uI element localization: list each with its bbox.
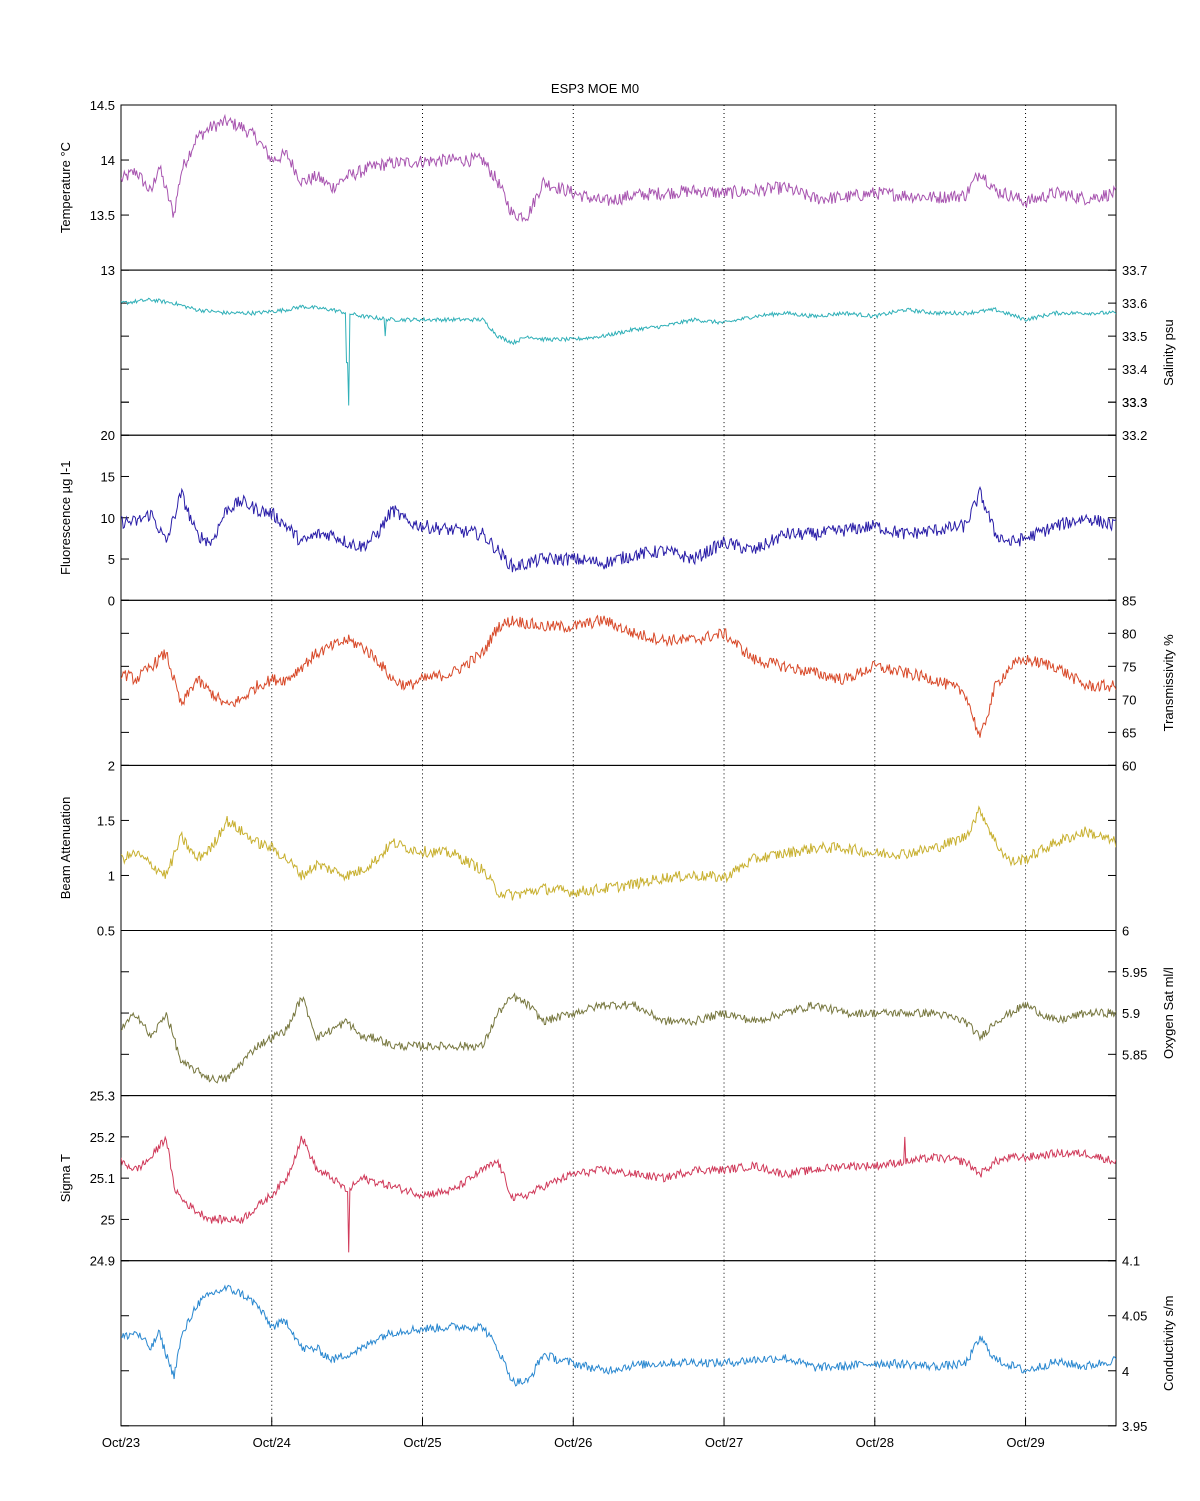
y-tick-label: 5 [108,552,115,567]
y-tick-label: 33.2 [1122,428,1147,443]
x-tick-label: Oct/24 [253,1435,291,1450]
series-line-salinity [121,297,1116,406]
y-tick-label: 0.5 [97,924,115,939]
y-axis-label: Salinity psu [1161,319,1176,385]
y-tick-label: 4.05 [1122,1309,1147,1324]
y-tick-label: 1 [108,868,115,883]
x-tick-label: Oct/25 [403,1435,441,1450]
y-tick-label: 10 [101,511,115,526]
y-tick-label: 33.4 [1122,362,1147,377]
y-tick-label: 33.3 [1122,395,1147,410]
y-tick-label: 25 [101,1212,115,1227]
y-tick-label: 24.9 [90,1254,115,1269]
panel-transmissivity: 60 65 70 75 80 85 Transmissivity % [120,593,1176,773]
series-line-transmissivity [121,614,1116,738]
panel-frame [120,434,1117,601]
y-axis-label: Sigma T [58,1154,73,1202]
panel-frame [120,930,1117,1097]
y-tick-label: 33.6 [1122,296,1147,311]
x-tick-label: Oct/23 [102,1435,140,1450]
series-line-fluorescence [121,486,1116,573]
panel-fluorescence: 0 5 10 15 20 Fluorescence µg l-1 [58,428,1117,608]
series-line-sigma_t [121,1135,1116,1253]
y-tick-label: 70 [1122,692,1136,707]
y-tick-label: 33.7 [1122,263,1147,278]
y-tick-label: 20 [101,428,115,443]
y-tick-label: 1.5 [97,813,115,828]
panel-beam_attenuation: 0.5 1 1.5 2 Beam Attenuation [58,758,1117,939]
series-line-temperature [121,113,1116,223]
x-axis: Oct/23 Oct/24 Oct/25 Oct/26 Oct/27 Oct/28 Oct/… [102,1417,1045,1450]
series-line-beam_attenuation [121,805,1116,901]
y-tick-label: 80 [1122,626,1136,641]
y-tick-label: 14 [101,153,115,168]
x-tick-label: Oct/26 [554,1435,592,1450]
series-line-conductivity [121,1284,1116,1387]
y-tick-label: 60 [1122,758,1136,773]
y-tick-label: 3.95 [1122,1419,1147,1434]
y-tick-label: 25.3 [90,1089,115,1104]
y-tick-label: 14.5 [90,98,115,113]
y-axis-label: Temperature °C [58,142,73,233]
y-tick-label: 5.9 [1122,1006,1140,1021]
y-axis-label: Fluorescence µg l-1 [58,461,73,575]
y-tick-label: 65 [1122,725,1136,740]
series-line-oxygen_sat [121,992,1116,1084]
y-tick-label: 15 [101,469,115,484]
y-tick-label: 4 [1122,1364,1129,1379]
y-tick-label: 0 [108,593,115,608]
panel-temperature: 13 13.5 14 14.5 Temperature °C [58,98,1117,278]
y-tick-label: 25.2 [90,1130,115,1145]
y-axis-label: Oxygen Sat ml/l [1161,967,1176,1059]
panel-frame [120,1260,1117,1427]
y-tick-label: 75 [1122,659,1136,674]
panel-conductivity: 3.95 4 4.05 4.1 Conductivity s/m [120,1254,1176,1434]
y-tick-label: 33.3 [1122,395,1147,410]
panel-frame [120,104,1117,271]
y-tick-label: 13 [101,263,115,278]
x-tick-label: Oct/27 [705,1435,743,1450]
y-axis-label: Conductivity s/m [1161,1296,1176,1391]
panel-oxygen_sat: 5.85 5.9 5.95 6 Oxygen Sat ml/l [120,924,1176,1097]
y-tick-label: 33.5 [1122,329,1147,344]
panel-frame [120,269,1117,436]
y-tick-label: 5.95 [1122,965,1147,980]
y-axis-label: Transmissivity % [1161,634,1176,731]
x-tick-label: Oct/28 [856,1435,894,1450]
y-tick-label: 25.1 [90,1171,115,1186]
y-tick-label: 6 [1122,924,1129,939]
chart-title: ESP3 MOE M0 [551,81,639,96]
y-tick-label: 5.85 [1122,1047,1147,1062]
x-tick-label: Oct/29 [1006,1435,1044,1450]
y-tick-label: 85 [1122,593,1136,608]
y-tick-label: 2 [108,758,115,773]
y-axis-label: Beam Attenuation [58,797,73,900]
y-tick-label: 13.5 [90,208,115,223]
y-tick-label: 4.1 [1122,1254,1140,1269]
panel-sigma_t: 24.9 25 25.1 25.2 25.3 Sigma T [58,1089,1117,1269]
panel-frame [120,1095,1117,1262]
